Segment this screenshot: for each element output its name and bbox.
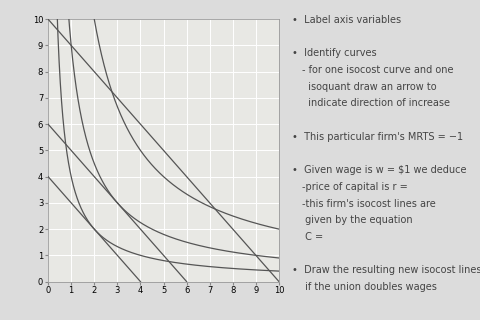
Text: -this firm's isocost lines are: -this firm's isocost lines are: [301, 199, 435, 209]
Text: C =: C =: [301, 232, 323, 242]
Text: •  Label axis variables: • Label axis variables: [292, 15, 401, 25]
Text: isoquant draw an arrow to: isoquant draw an arrow to: [301, 82, 436, 92]
Text: •  Given wage is w = $1 we deduce: • Given wage is w = $1 we deduce: [292, 165, 466, 175]
Text: •  This particular firm's MRTS = −1: • This particular firm's MRTS = −1: [292, 132, 463, 142]
Text: -price of capital is r =: -price of capital is r =: [301, 182, 407, 192]
Text: •  Draw the resulting new isocost lines: • Draw the resulting new isocost lines: [292, 265, 480, 276]
Text: •  Identify curves: • Identify curves: [292, 48, 376, 58]
Text: if the union doubles wages: if the union doubles wages: [301, 282, 436, 292]
Text: - for one isocost curve and one: - for one isocost curve and one: [301, 65, 453, 75]
Text: given by the equation: given by the equation: [301, 215, 412, 225]
Text: indicate direction of increase: indicate direction of increase: [301, 98, 449, 108]
